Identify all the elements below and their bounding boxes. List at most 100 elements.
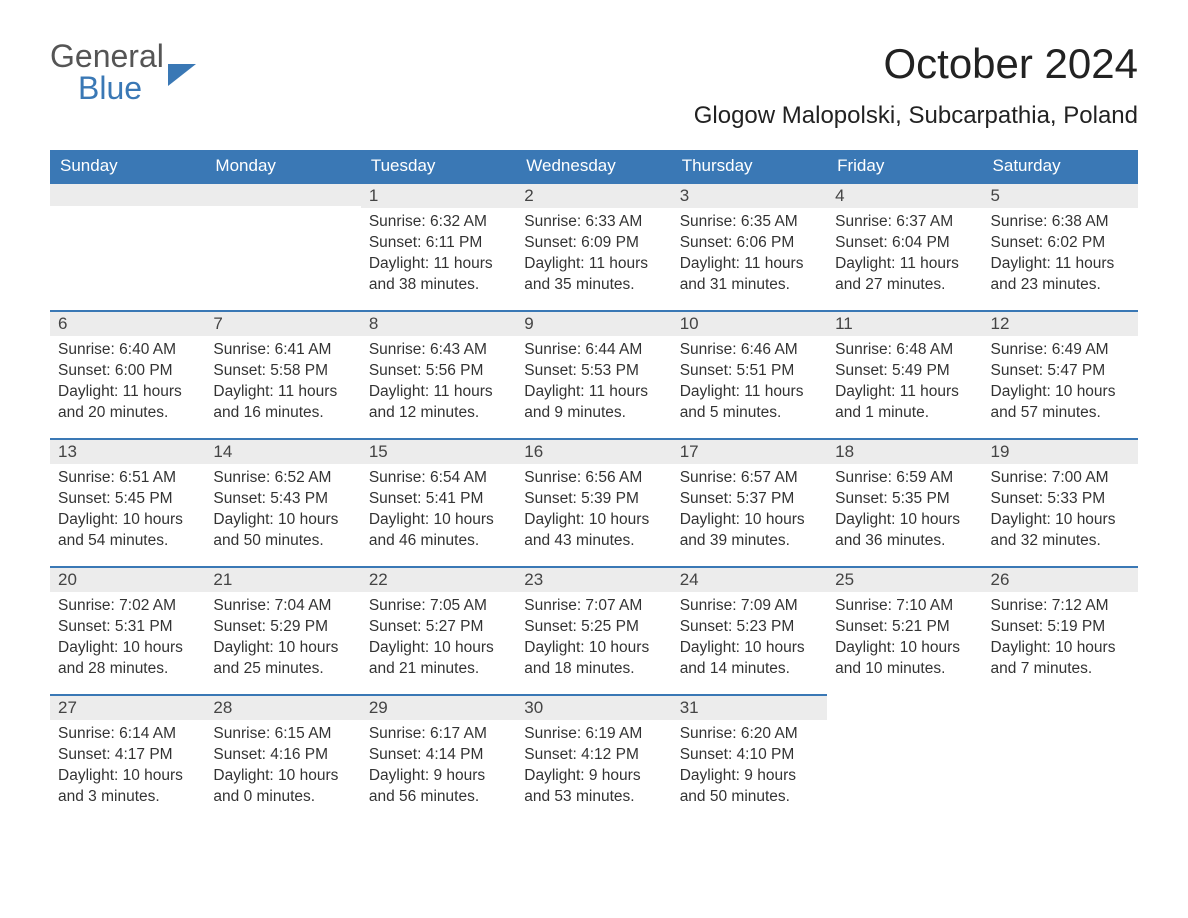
- calendar-day-cell: 16Sunrise: 6:56 AMSunset: 5:39 PMDayligh…: [516, 438, 671, 566]
- sunrise-text: Sunrise: 6:51 AM: [58, 468, 197, 489]
- calendar-day-cell: 17Sunrise: 6:57 AMSunset: 5:37 PMDayligh…: [672, 438, 827, 566]
- calendar-week-row: 1Sunrise: 6:32 AMSunset: 6:11 PMDaylight…: [50, 182, 1138, 310]
- sunrise-text: Sunrise: 6:35 AM: [680, 212, 819, 233]
- calendar-day-cell: 6Sunrise: 6:40 AMSunset: 6:00 PMDaylight…: [50, 310, 205, 438]
- sunset-text: Sunset: 5:39 PM: [524, 489, 663, 510]
- day-body: Sunrise: 6:59 AMSunset: 5:35 PMDaylight:…: [827, 464, 982, 560]
- calendar-day-cell: 7Sunrise: 6:41 AMSunset: 5:58 PMDaylight…: [205, 310, 360, 438]
- daylight-text: Daylight: 10 hours and 21 minutes.: [369, 638, 508, 680]
- day-number: 13: [50, 438, 205, 464]
- sunset-text: Sunset: 6:04 PM: [835, 233, 974, 254]
- daylight-text: Daylight: 10 hours and 7 minutes.: [991, 638, 1130, 680]
- sunset-text: Sunset: 5:35 PM: [835, 489, 974, 510]
- sunrise-text: Sunrise: 7:07 AM: [524, 596, 663, 617]
- day-number: 27: [50, 694, 205, 720]
- daylight-text: Daylight: 11 hours and 31 minutes.: [680, 254, 819, 296]
- month-title: October 2024: [694, 40, 1138, 88]
- calendar-day-cell: 26Sunrise: 7:12 AMSunset: 5:19 PMDayligh…: [983, 566, 1138, 694]
- sunrise-text: Sunrise: 7:12 AM: [991, 596, 1130, 617]
- day-body: Sunrise: 6:54 AMSunset: 5:41 PMDaylight:…: [361, 464, 516, 560]
- daylight-text: Daylight: 11 hours and 5 minutes.: [680, 382, 819, 424]
- day-number: 18: [827, 438, 982, 464]
- daylight-text: Daylight: 10 hours and 3 minutes.: [58, 766, 197, 808]
- sunset-text: Sunset: 5:49 PM: [835, 361, 974, 382]
- day-number: 3: [672, 182, 827, 208]
- day-body: Sunrise: 6:44 AMSunset: 5:53 PMDaylight:…: [516, 336, 671, 432]
- day-body: Sunrise: 6:56 AMSunset: 5:39 PMDaylight:…: [516, 464, 671, 560]
- sunrise-text: Sunrise: 6:49 AM: [991, 340, 1130, 361]
- sunset-text: Sunset: 4:16 PM: [213, 745, 352, 766]
- calendar-day-cell: 19Sunrise: 7:00 AMSunset: 5:33 PMDayligh…: [983, 438, 1138, 566]
- day-number: 2: [516, 182, 671, 208]
- sunrise-text: Sunrise: 6:14 AM: [58, 724, 197, 745]
- daylight-text: Daylight: 10 hours and 54 minutes.: [58, 510, 197, 552]
- daylight-text: Daylight: 10 hours and 43 minutes.: [524, 510, 663, 552]
- day-body: Sunrise: 6:38 AMSunset: 6:02 PMDaylight:…: [983, 208, 1138, 304]
- sunset-text: Sunset: 5:19 PM: [991, 617, 1130, 638]
- day-number: 16: [516, 438, 671, 464]
- day-number: 7: [205, 310, 360, 336]
- day-body: Sunrise: 6:14 AMSunset: 4:17 PMDaylight:…: [50, 720, 205, 816]
- sunrise-text: Sunrise: 6:44 AM: [524, 340, 663, 361]
- sunset-text: Sunset: 6:09 PM: [524, 233, 663, 254]
- daylight-text: Daylight: 10 hours and 46 minutes.: [369, 510, 508, 552]
- calendar-week-row: 6Sunrise: 6:40 AMSunset: 6:00 PMDaylight…: [50, 310, 1138, 438]
- calendar-day-cell: [983, 694, 1138, 822]
- daylight-text: Daylight: 11 hours and 23 minutes.: [991, 254, 1130, 296]
- day-number: 17: [672, 438, 827, 464]
- day-number: 24: [672, 566, 827, 592]
- calendar-day-cell: 14Sunrise: 6:52 AMSunset: 5:43 PMDayligh…: [205, 438, 360, 566]
- day-number: [827, 694, 982, 718]
- calendar-day-cell: 4Sunrise: 6:37 AMSunset: 6:04 PMDaylight…: [827, 182, 982, 310]
- sunset-text: Sunset: 5:23 PM: [680, 617, 819, 638]
- sunrise-text: Sunrise: 6:48 AM: [835, 340, 974, 361]
- title-block: October 2024 Glogow Malopolski, Subcarpa…: [694, 40, 1138, 130]
- daylight-text: Daylight: 11 hours and 20 minutes.: [58, 382, 197, 424]
- daylight-text: Daylight: 11 hours and 1 minute.: [835, 382, 974, 424]
- calendar-day-cell: 28Sunrise: 6:15 AMSunset: 4:16 PMDayligh…: [205, 694, 360, 822]
- sunrise-text: Sunrise: 6:59 AM: [835, 468, 974, 489]
- sunrise-text: Sunrise: 7:09 AM: [680, 596, 819, 617]
- day-number: [205, 182, 360, 206]
- day-body: Sunrise: 6:49 AMSunset: 5:47 PMDaylight:…: [983, 336, 1138, 432]
- day-number: 23: [516, 566, 671, 592]
- daylight-text: Daylight: 9 hours and 50 minutes.: [680, 766, 819, 808]
- calendar-day-cell: 25Sunrise: 7:10 AMSunset: 5:21 PMDayligh…: [827, 566, 982, 694]
- day-body: Sunrise: 6:17 AMSunset: 4:14 PMDaylight:…: [361, 720, 516, 816]
- calendar-day-cell: 9Sunrise: 6:44 AMSunset: 5:53 PMDaylight…: [516, 310, 671, 438]
- sunset-text: Sunset: 5:29 PM: [213, 617, 352, 638]
- day-number: 22: [361, 566, 516, 592]
- sunset-text: Sunset: 5:47 PM: [991, 361, 1130, 382]
- day-number: 1: [361, 182, 516, 208]
- calendar-day-cell: 10Sunrise: 6:46 AMSunset: 5:51 PMDayligh…: [672, 310, 827, 438]
- sunrise-text: Sunrise: 6:57 AM: [680, 468, 819, 489]
- day-body: Sunrise: 6:35 AMSunset: 6:06 PMDaylight:…: [672, 208, 827, 304]
- day-body: Sunrise: 6:37 AMSunset: 6:04 PMDaylight:…: [827, 208, 982, 304]
- day-number: 28: [205, 694, 360, 720]
- calendar-day-cell: 2Sunrise: 6:33 AMSunset: 6:09 PMDaylight…: [516, 182, 671, 310]
- calendar-day-cell: 20Sunrise: 7:02 AMSunset: 5:31 PMDayligh…: [50, 566, 205, 694]
- daylight-text: Daylight: 11 hours and 9 minutes.: [524, 382, 663, 424]
- sunset-text: Sunset: 5:43 PM: [213, 489, 352, 510]
- logo-blue-text: Blue: [78, 72, 164, 104]
- day-body: Sunrise: 7:07 AMSunset: 5:25 PMDaylight:…: [516, 592, 671, 688]
- logo-triangle-icon: [168, 64, 196, 86]
- weekday-header: Friday: [827, 150, 982, 182]
- day-body: Sunrise: 7:02 AMSunset: 5:31 PMDaylight:…: [50, 592, 205, 688]
- daylight-text: Daylight: 10 hours and 28 minutes.: [58, 638, 197, 680]
- day-body: Sunrise: 7:04 AMSunset: 5:29 PMDaylight:…: [205, 592, 360, 688]
- day-number: 6: [50, 310, 205, 336]
- day-number: 30: [516, 694, 671, 720]
- sunrise-text: Sunrise: 6:19 AM: [524, 724, 663, 745]
- day-number: 19: [983, 438, 1138, 464]
- calendar-day-cell: 31Sunrise: 6:20 AMSunset: 4:10 PMDayligh…: [672, 694, 827, 822]
- sunset-text: Sunset: 6:00 PM: [58, 361, 197, 382]
- weekday-header: Thursday: [672, 150, 827, 182]
- calendar-day-cell: 3Sunrise: 6:35 AMSunset: 6:06 PMDaylight…: [672, 182, 827, 310]
- day-number: [983, 694, 1138, 718]
- sunrise-text: Sunrise: 6:15 AM: [213, 724, 352, 745]
- daylight-text: Daylight: 10 hours and 10 minutes.: [835, 638, 974, 680]
- sunrise-text: Sunrise: 6:38 AM: [991, 212, 1130, 233]
- weekday-header: Saturday: [983, 150, 1138, 182]
- weekday-header-row: Sunday Monday Tuesday Wednesday Thursday…: [50, 150, 1138, 182]
